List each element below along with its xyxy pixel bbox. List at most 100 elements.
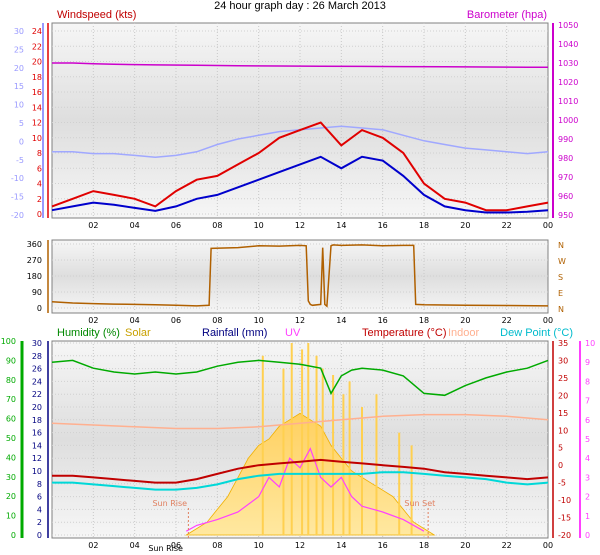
rainfall-axis-tick: 2 bbox=[37, 518, 42, 527]
humidity-panel-xtick: 20 bbox=[460, 541, 470, 550]
uv-axis-tick: 1 bbox=[585, 512, 590, 521]
uv-line bbox=[186, 447, 425, 532]
legend-humidity: Humidity (%) bbox=[57, 327, 120, 339]
left-axis-tick: -20 bbox=[11, 211, 24, 220]
windspeed-axis-tick: 2 bbox=[37, 195, 42, 204]
rainfall-axis-tick: 12 bbox=[32, 454, 42, 463]
barometer-axis-tick: 1000 bbox=[558, 116, 578, 125]
humidity-panel-xtick: 08 bbox=[212, 541, 222, 550]
rainfall-axis-tick: 26 bbox=[32, 365, 42, 374]
left-axis-tick: 5 bbox=[19, 119, 24, 128]
legend-temperature: Temperature (°C) bbox=[362, 327, 446, 339]
sunrise-axis-label: Sun Rise bbox=[148, 544, 183, 553]
legend-windspeed: Windspeed (kts) bbox=[57, 9, 136, 21]
humidity-axis-tick: 10 bbox=[6, 512, 16, 521]
rainfall-axis-tick: 4 bbox=[37, 505, 42, 514]
windspeed-axis-tick: 10 bbox=[32, 134, 42, 143]
humidity-axis-tick: 30 bbox=[6, 473, 16, 482]
direction-panel-xtick: 00 bbox=[543, 316, 553, 325]
humidity-axis-tick: 60 bbox=[6, 415, 16, 424]
humidity-axis-tick: 70 bbox=[6, 395, 16, 404]
left-axis-tick: 25 bbox=[14, 45, 24, 54]
uv-axis-tick: 10 bbox=[585, 339, 595, 348]
humidity-axis-tick: 80 bbox=[6, 376, 16, 385]
left-axis-tick: 10 bbox=[14, 101, 24, 110]
barometer-axis-tick: 980 bbox=[558, 154, 573, 163]
rainfall-axis-tick: 20 bbox=[32, 403, 42, 412]
wind-panel-xtick: 18 bbox=[419, 221, 429, 230]
compass-label: E bbox=[558, 289, 563, 298]
uv-axis-tick: 5 bbox=[585, 435, 590, 444]
wind-panel-xtick: 14 bbox=[336, 221, 346, 230]
uv-axis-tick: 4 bbox=[585, 454, 590, 463]
windspeed-axis-tick: 8 bbox=[37, 149, 42, 158]
humidity-panel-xtick: 22 bbox=[502, 541, 512, 550]
uv-axis-tick: 8 bbox=[585, 377, 590, 386]
windspeed-axis-tick: 0 bbox=[37, 210, 42, 219]
temperature-axis-tick: 30 bbox=[558, 356, 568, 365]
humidity-axis-tick: 20 bbox=[6, 492, 16, 501]
humidity-axis-tick: 90 bbox=[6, 356, 16, 365]
uv-axis-tick: 3 bbox=[585, 473, 590, 482]
direction-axis-tick: 0 bbox=[37, 304, 42, 313]
uv-axis-tick: 2 bbox=[585, 493, 590, 502]
windspeed-axis-tick: 12 bbox=[32, 119, 42, 128]
left-axis-tick: -5 bbox=[16, 156, 24, 165]
legend-rainfall: Rainfall (mm) bbox=[202, 327, 267, 339]
temperature-line bbox=[52, 458, 549, 484]
barometer-axis-tick: 950 bbox=[558, 211, 573, 220]
windspeed-axis-tick: 24 bbox=[32, 27, 42, 36]
windspeed-axis-tick: 4 bbox=[37, 180, 42, 189]
rainfall-axis-tick: 30 bbox=[32, 339, 42, 348]
chart-title: 24 hour graph day : 26 March 2013 bbox=[214, 0, 386, 12]
wind-panel-xtick: 02 bbox=[88, 221, 98, 230]
direction-panel-xtick: 10 bbox=[254, 316, 264, 325]
windspeed-axis-tick: 6 bbox=[37, 164, 42, 173]
wind-panel-xtick: 20 bbox=[460, 221, 470, 230]
rainfall-axis-tick: 16 bbox=[32, 429, 42, 438]
humidity-panel-xtick: 02 bbox=[88, 541, 98, 550]
humidity-panel-xtick: 16 bbox=[378, 541, 388, 550]
compass-label: S bbox=[558, 273, 563, 282]
barometer-axis-tick: 1020 bbox=[558, 78, 578, 87]
uv-axis-tick: 9 bbox=[585, 358, 590, 367]
barometer-axis-tick: 990 bbox=[558, 135, 573, 144]
rainfall-axis-tick: 22 bbox=[32, 390, 42, 399]
left-axis-tick: -15 bbox=[11, 193, 24, 202]
rainfall-axis-tick: 0 bbox=[37, 531, 42, 540]
humidity-axis-tick: 40 bbox=[6, 453, 16, 462]
sunset-label: Sun Set bbox=[404, 499, 435, 508]
direction-panel-xtick: 18 bbox=[419, 316, 429, 325]
left-axis-tick: 15 bbox=[14, 82, 24, 91]
temperature-axis-tick: 15 bbox=[558, 409, 568, 418]
wind-panel-xtick: 00 bbox=[543, 221, 553, 230]
rainfall-axis-tick: 24 bbox=[32, 377, 42, 386]
direction-panel-xtick: 22 bbox=[502, 316, 512, 325]
wind-panel-xtick: 10 bbox=[254, 221, 264, 230]
barometer-axis-tick: 970 bbox=[558, 173, 573, 182]
windspeed-axis-tick: 16 bbox=[32, 88, 42, 97]
wind-panel-xtick: 22 bbox=[502, 221, 512, 230]
temperature-axis-tick: 0 bbox=[558, 461, 563, 470]
wind-panel-xtick: 06 bbox=[171, 221, 181, 230]
humidity-axis-tick: 50 bbox=[6, 434, 16, 443]
wind-panel-xtick: 12 bbox=[295, 221, 305, 230]
barometer-axis-tick: 960 bbox=[558, 192, 573, 201]
humidity-panel-xtick: 18 bbox=[419, 541, 429, 550]
wind-panel-xtick: 08 bbox=[212, 221, 222, 230]
compass-label: N bbox=[558, 305, 564, 314]
wind-panel-xtick: 16 bbox=[378, 221, 388, 230]
temperature-axis-tick: -5 bbox=[558, 479, 566, 488]
uv-axis-tick: 0 bbox=[585, 531, 590, 540]
rainfall-axis-tick: 10 bbox=[32, 467, 42, 476]
direction-axis-tick: 270 bbox=[27, 256, 42, 265]
windspeed-axis-tick: 18 bbox=[32, 73, 42, 82]
direction-panel-xtick: 04 bbox=[130, 316, 140, 325]
legend-uv: UV bbox=[285, 327, 301, 339]
windspeed-axis-tick: 14 bbox=[32, 103, 42, 112]
direction-panel-xtick: 12 bbox=[295, 316, 305, 325]
humidity-line bbox=[51, 359, 549, 397]
legend-indoor: Indoor bbox=[448, 327, 480, 339]
compass-label: W bbox=[558, 257, 566, 266]
